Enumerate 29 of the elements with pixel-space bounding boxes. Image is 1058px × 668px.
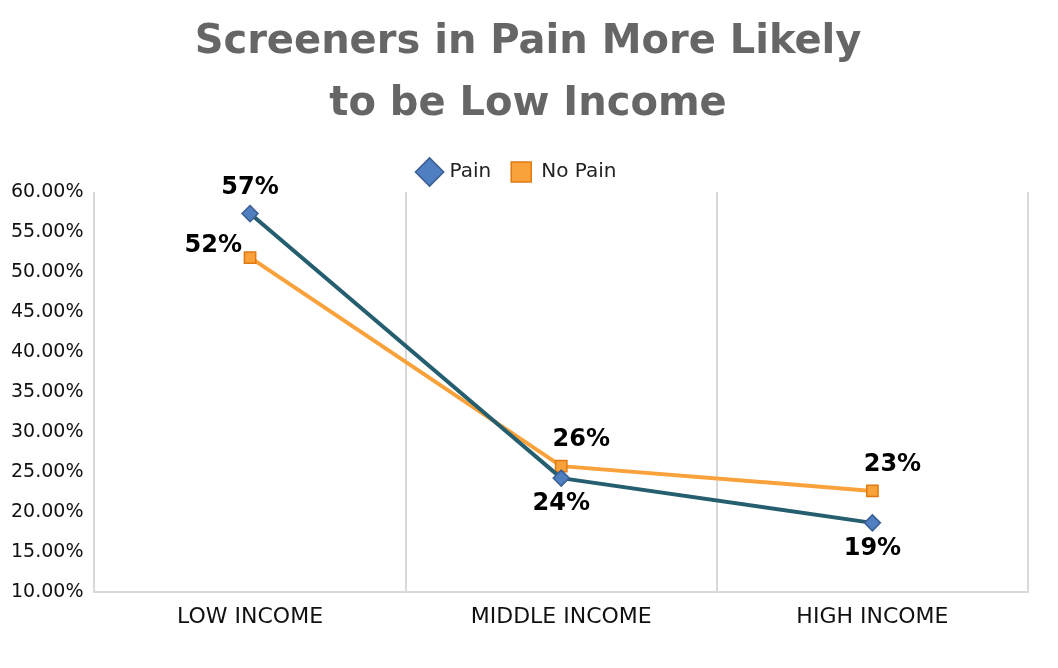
data-label: 26% <box>552 424 610 453</box>
y-tick-label: 20.00% <box>10 498 84 521</box>
data-label: 23% <box>863 449 922 478</box>
data-label: 57% <box>221 171 279 200</box>
point <box>866 484 879 498</box>
chart-title: Screeners in Pain More Likely to be Low Income <box>193 15 863 126</box>
point <box>241 204 259 223</box>
y-tick-label: 10.00% <box>10 578 84 601</box>
y-tick-label: 25.00% <box>10 458 84 481</box>
y-tick-label: 35.00% <box>10 378 84 401</box>
y-tick-label: 15.00% <box>10 538 84 561</box>
y-tick-label: 60.00% <box>10 178 84 201</box>
point <box>243 251 257 264</box>
x-tick-label: HIGH INCOME <box>796 602 949 628</box>
point <box>554 459 568 473</box>
x-tick-label: MIDDLE INCOME <box>470 602 652 628</box>
legend-label: No Pain <box>541 158 617 183</box>
data-label: 52% <box>184 229 243 258</box>
y-tick-label: 45.00% <box>10 298 84 321</box>
y-tick-label: 30.00% <box>10 418 84 441</box>
legend-label: Pain <box>449 158 492 183</box>
y-tick-label: 50.00% <box>10 258 84 281</box>
x-tick-label: LOW INCOME <box>177 602 324 628</box>
y-tick-label: 40.00% <box>10 338 84 361</box>
data-label: 24% <box>532 488 590 517</box>
point <box>552 469 570 487</box>
data-label: 19% <box>843 533 902 562</box>
y-tick-label: 55.00% <box>10 218 84 241</box>
point <box>863 514 882 532</box>
